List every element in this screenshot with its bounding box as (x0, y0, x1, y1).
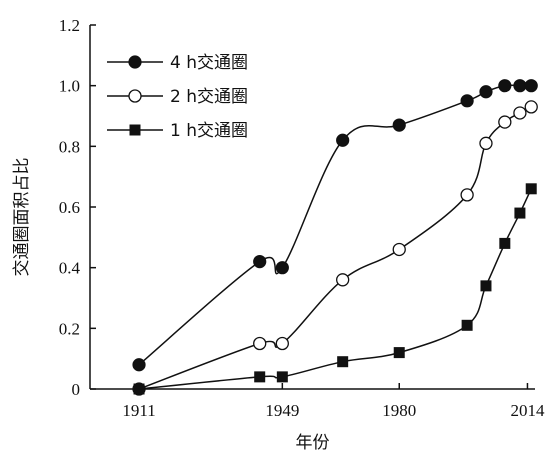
data-point-series-2 (479, 136, 493, 150)
y-axis-title: 交通圈面积占比 (12, 158, 32, 277)
data-point-series-2 (460, 188, 474, 202)
data-point-series-1 (513, 79, 527, 93)
data-point-series-3 (337, 356, 349, 368)
data-point-series-1 (132, 358, 146, 372)
series-markers (132, 79, 538, 396)
legend-marker-1 (128, 55, 142, 69)
data-point-series-2 (392, 242, 406, 257)
y-tick-label: 1.2 (59, 16, 80, 35)
data-point-series-3 (480, 280, 492, 292)
data-point-series-2 (513, 106, 527, 120)
y-tick-label: 0.2 (59, 319, 80, 338)
data-point-series-1 (498, 79, 512, 93)
data-point-series-1 (275, 261, 289, 275)
x-tick-label: 1949 (265, 401, 299, 420)
data-point-series-1 (460, 94, 474, 108)
data-point-series-1 (524, 79, 538, 93)
data-point-series-3 (133, 383, 145, 395)
data-point-series-3 (499, 237, 511, 249)
data-point-series-3 (461, 319, 473, 331)
legend-label-1: 4 h交通圈 (170, 53, 248, 73)
y-tick-label: 0.4 (59, 259, 81, 278)
data-point-series-3 (393, 347, 405, 359)
legend: 4 h交通圈 2 h交通圈 1 h交通圈 (107, 53, 248, 141)
legend-label-2: 2 h交通圈 (170, 87, 248, 107)
y-tick-label: 0.6 (59, 198, 80, 217)
y-tick-label: 1.0 (59, 77, 80, 96)
series-line-3 (138, 188, 532, 390)
legend-marker-2 (128, 89, 142, 103)
legend-marker-3 (129, 124, 141, 136)
legend-label-3: 1 h交通圈 (170, 121, 248, 141)
data-point-series-2 (336, 273, 350, 287)
x-tick-label: 2014 (510, 401, 545, 420)
x-tick-label: 1980 (382, 401, 416, 420)
data-point-series-3 (514, 207, 526, 219)
data-point-series-2 (253, 336, 267, 351)
axes: 0 0.2 0.4 0.6 0.8 1.0 1.2 1911 1949 1980 2014 (59, 16, 545, 420)
data-point-series-3 (525, 183, 537, 195)
data-point-series-1 (392, 118, 406, 132)
x-axis-title: 年份 (296, 433, 330, 453)
y-tick-label: 0.8 (59, 137, 80, 156)
data-point-series-3 (254, 371, 266, 383)
data-point-series-2 (524, 100, 538, 114)
data-point-series-2 (498, 115, 512, 129)
data-point-series-1 (253, 255, 267, 269)
data-point-series-3 (276, 371, 288, 383)
series-line-2 (138, 106, 532, 390)
data-point-series-1 (479, 85, 493, 99)
data-point-series-1 (336, 133, 350, 147)
x-tick-label: 1911 (122, 401, 155, 420)
y-tick-label: 0 (72, 380, 81, 399)
data-point-series-2 (275, 336, 289, 351)
